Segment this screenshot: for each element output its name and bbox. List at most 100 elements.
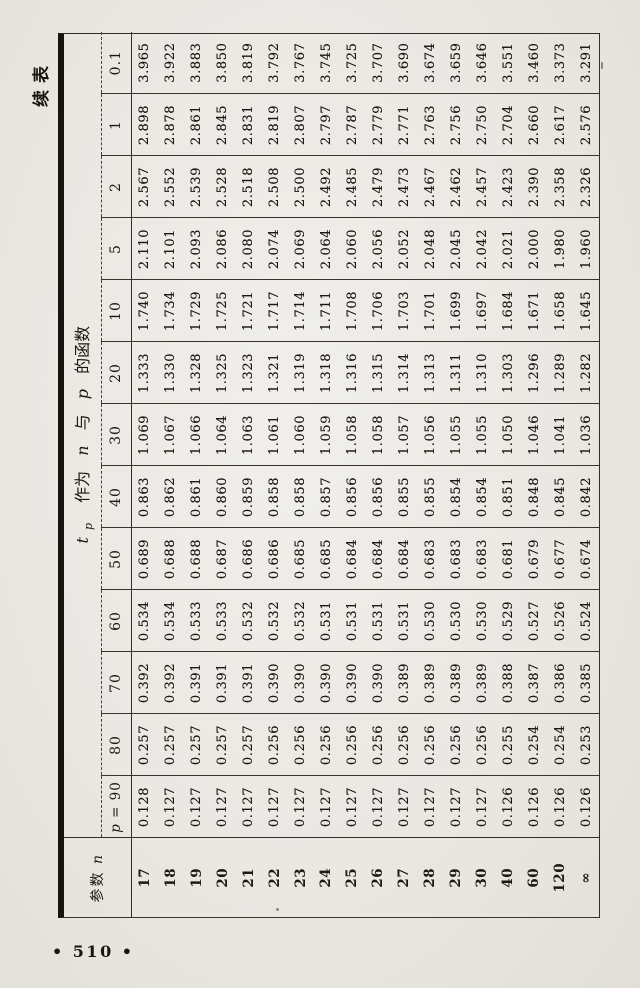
t-value-cell: 0.390 [287, 652, 314, 714]
t-value-cell: 0.529 [495, 590, 522, 652]
t-value-cell: 1.058 [365, 404, 392, 466]
t-value-cell: 0.257 [209, 714, 236, 776]
table-row: 60 0.126 0.254 0.387 0.527 0.679 0.848 1.046 1.2… [521, 31, 548, 917]
rotated-table-region: 续表 参数 n tp 作为 n [32, 31, 600, 918]
t-value-cell: 0.683 [443, 528, 470, 590]
t-value-cell: 1.296 [521, 342, 548, 404]
t-value-cell: 3.819 [235, 31, 262, 94]
t-value-cell: 0.534 [131, 590, 158, 652]
t-value-cell: 0.392 [131, 652, 158, 714]
t-value-cell: 2.704 [495, 94, 522, 156]
t-value-cell: 3.922 [157, 31, 184, 94]
t-value-cell: 1.708 [339, 280, 366, 342]
n-label-cell: 60 [521, 838, 548, 917]
t-value-cell: 1.703 [391, 280, 418, 342]
t-value-cell: 0.524 [573, 590, 599, 652]
t-value-cell: 1.684 [495, 280, 522, 342]
table-row: 17 0.128 0.257 0.392 0.534 0.689 0.863 1.069 1.3… [131, 31, 158, 917]
t-value-cell: 1.706 [365, 280, 392, 342]
t-value-cell: 2.797 [313, 94, 340, 156]
t-value-cell: 2.052 [391, 218, 418, 280]
t-value-cell: 0.856 [365, 466, 392, 528]
t-value-cell: 1.060 [287, 404, 314, 466]
t-value-cell: 0.688 [183, 528, 210, 590]
t-value-cell: 2.539 [183, 156, 210, 218]
t-value-cell: 0.127 [261, 776, 288, 838]
t-value-cell: 2.845 [209, 94, 236, 156]
t-value-cell: 0.858 [287, 466, 314, 528]
t-value-cell: 2.074 [261, 218, 288, 280]
table-logical-layer: 续表 参数 n tp 作为 n [32, 31, 600, 918]
t-value-cell: 0.857 [313, 466, 340, 528]
t-value-cell: 0.685 [287, 528, 314, 590]
table-outer-border: 参数 n tp 作为 n 与 p 的函数 [58, 31, 600, 918]
t-value-cell: 2.060 [339, 218, 366, 280]
t-value-cell: 0.533 [183, 590, 210, 652]
t-value-cell: 1.050 [495, 404, 522, 466]
t-value-cell: 0.390 [365, 652, 392, 714]
table-row: 27 0.127 0.256 0.389 0.531 0.684 0.855 1.057 1.3… [391, 31, 418, 917]
t-value-cell: 1.697 [469, 280, 496, 342]
t-value-cell: 0.855 [391, 466, 418, 528]
n-label-cell: 23 [287, 838, 314, 917]
table-row: 28 0.127 0.256 0.389 0.530 0.683 0.855 1.056 1.3… [417, 31, 444, 917]
t-value-cell: 1.061 [261, 404, 288, 466]
corner-cell: 参数 n [64, 838, 131, 917]
t-value-cell: 0.530 [443, 590, 470, 652]
t-value-cell: 2.086 [209, 218, 236, 280]
t-value-cell: 3.767 [287, 31, 314, 94]
t-value-cell: 2.787 [339, 94, 366, 156]
t-value-cell: 1.330 [157, 342, 184, 404]
t-value-cell: 0.257 [235, 714, 262, 776]
t-value-cell: 2.069 [287, 218, 314, 280]
t-value-cell: 1.064 [209, 404, 236, 466]
t-value-cell: 0.532 [287, 590, 314, 652]
n-label-cell: 40 [495, 838, 522, 917]
p-header-cell: 2 [101, 156, 131, 218]
t-value-cell: 2.048 [417, 218, 444, 280]
p-variable: p [108, 823, 124, 833]
t-value-cell: 0.531 [313, 590, 340, 652]
t-value-cell: 1.314 [391, 342, 418, 404]
p-header-cell: 0.1 [101, 31, 131, 94]
n-label-cell: 25 [339, 838, 366, 917]
n-label-cell: 24 [313, 838, 340, 917]
p-header-cell: 10 [101, 280, 131, 342]
t-value-cell: 0.386 [547, 652, 574, 714]
t-value-cell: 2.045 [443, 218, 470, 280]
t-value-cell: 1.717 [261, 280, 288, 342]
t-value-cell: 0.390 [261, 652, 288, 714]
t-value-cell: 1.069 [131, 404, 158, 466]
t-value-cell: 1.041 [547, 404, 574, 466]
t-value-cell: 0.256 [287, 714, 314, 776]
t-value-cell: 0.256 [339, 714, 366, 776]
t-value-cell: 2.101 [157, 218, 184, 280]
scan-speck [276, 908, 279, 911]
title-variable-n: n [73, 445, 93, 456]
t-value-cell: 2.567 [131, 156, 158, 218]
t-value-cell: 0.526 [547, 590, 574, 652]
scan-speck [601, 62, 603, 69]
t-value-cell: 2.756 [443, 94, 470, 156]
t-value-cell: 3.659 [443, 31, 470, 94]
t-value-cell: 3.646 [469, 31, 496, 94]
t-value-cell: 3.850 [209, 31, 236, 94]
t-value-cell: 1.311 [443, 342, 470, 404]
t-value-cell: 0.390 [339, 652, 366, 714]
n-label-cell: 22 [261, 838, 288, 917]
t-value-cell: 0.127 [235, 776, 262, 838]
t-value-cell: 1.036 [573, 404, 599, 466]
t-value-cell: 1.056 [417, 404, 444, 466]
t-value-cell: 0.127 [365, 776, 392, 838]
table-row: 18 0.127 0.257 0.392 0.534 0.688 0.862 1.067 1.3… [157, 31, 184, 917]
t-value-cell: 0.257 [131, 714, 158, 776]
t-value-cell: 1.321 [261, 342, 288, 404]
t-value-cell: 0.686 [261, 528, 288, 590]
t-value-cell: 2.000 [521, 218, 548, 280]
table-row: 26 0.127 0.256 0.390 0.531 0.684 0.856 1.058 1.3… [365, 31, 392, 917]
t-value-cell: 1.725 [209, 280, 236, 342]
t-value-cell: 0.862 [157, 466, 184, 528]
t-value-cell: 1.671 [521, 280, 548, 342]
t-value-cell: 1.658 [547, 280, 574, 342]
t-value-cell: 1.701 [417, 280, 444, 342]
